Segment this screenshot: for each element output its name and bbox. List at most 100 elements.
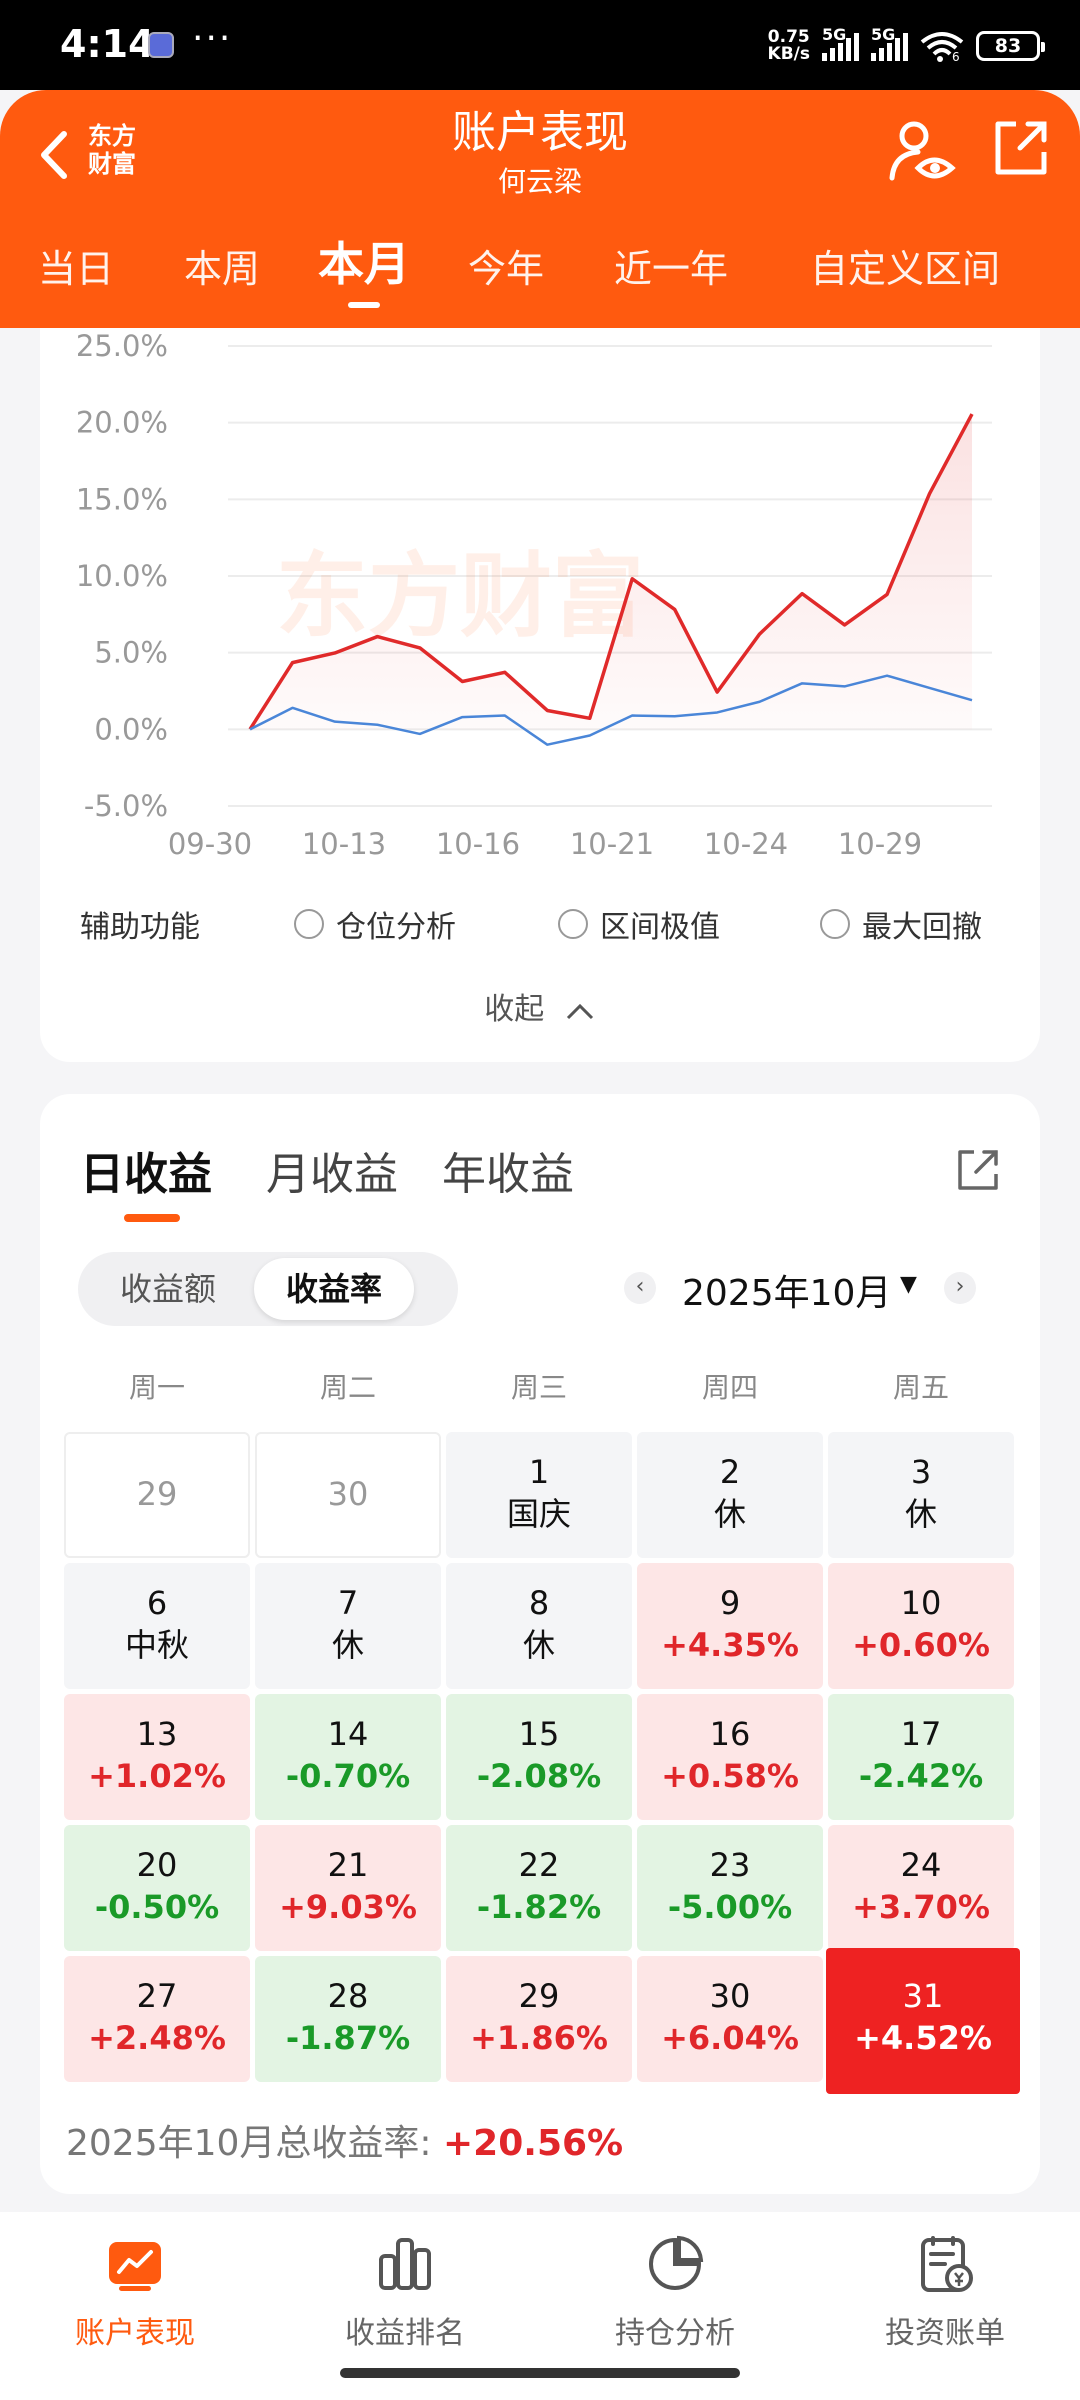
tab-year[interactable]: 今年 <box>468 247 545 291</box>
day-number: 3 <box>910 1453 932 1491</box>
day-number: 9 <box>719 1584 741 1622</box>
back-button[interactable] <box>30 120 76 190</box>
calendar-day-cell[interactable]: 17 -2.42% <box>828 1694 1014 1820</box>
month-label[interactable]: 2025年10月 <box>682 1273 892 1314</box>
user-privacy-icon[interactable] <box>888 116 958 186</box>
x-tick-label: 10-16 <box>436 827 520 861</box>
tab-today[interactable]: 当日 <box>38 247 115 291</box>
radio-icon[interactable] <box>820 909 850 939</box>
home-indicator[interactable] <box>340 2368 740 2378</box>
day-return: 国庆 <box>506 1495 571 1533</box>
calendar-day-cell[interactable]: 30 +6.04% <box>637 1956 823 2082</box>
tab-month[interactable]: 本月 <box>318 228 410 308</box>
metric-toggle: 收益额 收益率 <box>78 1252 458 1326</box>
day-number: 24 <box>900 1846 942 1884</box>
calendar-day-cell[interactable]: 14 -0.70% <box>255 1694 441 1820</box>
svg-text:6: 6 <box>952 50 960 62</box>
day-number: 14 <box>327 1715 369 1753</box>
aux-max-drawdown[interactable]: 最大回撤 <box>820 902 982 946</box>
calendar-day-cell[interactable]: 9 +4.35% <box>637 1563 823 1689</box>
day-number: 21 <box>327 1846 369 1884</box>
day-number: 17 <box>900 1715 942 1753</box>
y-tick-label: 25.0% <box>76 329 168 363</box>
calendar-day-cell[interactable]: 20 -0.50% <box>64 1825 250 1951</box>
tab-week[interactable]: 本周 <box>184 247 261 291</box>
toggle-rate[interactable]: 收益率 <box>254 1258 414 1320</box>
calendar-day-cell[interactable]: 27 +2.48% <box>64 1956 250 2082</box>
tab-last-year[interactable]: 近一年 <box>614 247 729 291</box>
tab-yearly-returns[interactable]: 年收益 <box>442 1149 574 1200</box>
status-time: 4:14 <box>60 22 155 66</box>
day-number: 2 <box>719 1453 741 1491</box>
x-tick-label: 10-13 <box>302 827 386 861</box>
day-number: 23 <box>709 1846 751 1884</box>
calendar-day-cell[interactable]: 15 -2.08% <box>446 1694 632 1820</box>
nav-account-performance[interactable]: 账户表现 <box>0 2234 270 2352</box>
calendar-day-cell[interactable]: 30 <box>255 1432 441 1558</box>
day-return: +1.86% <box>470 2019 608 2057</box>
day-number: 7 <box>337 1584 359 1622</box>
x-tick-label: 10-29 <box>838 827 922 861</box>
day-return: -1.87% <box>285 2019 411 2057</box>
share-icon[interactable] <box>954 1146 1002 1194</box>
day-return: +3.70% <box>852 1888 990 1926</box>
calendar-day-cell[interactable]: 1 国庆 <box>446 1432 632 1558</box>
tab-custom-range[interactable]: 自定义区间 <box>810 247 1001 291</box>
day-return: -2.42% <box>858 1757 984 1795</box>
return-line-chart[interactable]: 25.0% 20.0% 15.0% 10.0% 5.0% 0.0% -5.0%09-30 10… <box>40 328 1040 888</box>
aux-range-extremes[interactable]: 区间极值 <box>558 902 720 946</box>
collapse-button[interactable]: 收起 <box>40 984 1040 1028</box>
prev-month-button[interactable]: ‹ <box>624 1272 656 1304</box>
day-number: 28 <box>327 1977 369 2015</box>
benchmark-line <box>249 674 973 746</box>
calendar-day-cell[interactable]: 31 +4.52% <box>826 1948 1020 2094</box>
calendar-day-cell[interactable]: 10 +0.60% <box>828 1563 1014 1689</box>
toggle-amount[interactable]: 收益额 <box>119 1270 216 1308</box>
calendar-day-cell[interactable]: 21 +9.03% <box>255 1825 441 1951</box>
calendar-day-cell[interactable]: 6 中秋 <box>64 1563 250 1689</box>
tab-daily-returns[interactable]: 日收益 <box>80 1138 212 1222</box>
aux-label: 辅助功能 <box>80 910 200 945</box>
calendar-day-cell[interactable]: 29 +1.86% <box>446 1956 632 2082</box>
aux-functions: 辅助功能 仓位分析 区间极值 最大回撤 <box>80 898 1040 948</box>
day-number: 15 <box>518 1715 560 1753</box>
aux-position-analysis[interactable]: 仓位分析 <box>294 902 456 946</box>
share-icon[interactable] <box>990 118 1050 178</box>
calendar-day-cell[interactable]: 24 +3.70% <box>828 1825 1014 1951</box>
page-title: 账户表现 <box>452 107 628 158</box>
weekday-label: 周五 <box>892 1371 949 1404</box>
x-tick-label: 10-21 <box>570 827 654 861</box>
day-return: +1.02% <box>88 1757 226 1795</box>
weekday-label: 周一 <box>128 1371 185 1404</box>
y-tick-label: 5.0% <box>94 636 168 670</box>
net-speed: 0.75 KB/s <box>767 27 810 64</box>
y-tick-label: 20.0% <box>76 406 168 440</box>
radio-icon[interactable] <box>558 909 588 939</box>
calendar-day-cell[interactable]: 28 -1.87% <box>255 1956 441 2082</box>
day-number: 16 <box>709 1715 751 1753</box>
radio-icon[interactable] <box>294 909 324 939</box>
period-tabs: 当日 本周 本月 今年 近一年 自定义区间 <box>0 220 1080 320</box>
calendar-day-cell[interactable]: 23 -5.00% <box>637 1825 823 1951</box>
calendar-day-cell[interactable]: 22 -1.82% <box>446 1825 632 1951</box>
calendar-day-cell[interactable]: 16 +0.58% <box>637 1694 823 1820</box>
calendar-day-cell[interactable]: 29 <box>64 1432 250 1558</box>
nav-holdings-analysis[interactable]: 持仓分析 <box>540 2234 810 2352</box>
caret-down-icon[interactable]: ▼ <box>900 1272 917 1297</box>
wifi-icon: 6 <box>920 32 964 62</box>
calendar-day-cell[interactable]: 13 +1.02% <box>64 1694 250 1820</box>
nav-investment-bill[interactable]: 投资账单 <box>810 2234 1080 2352</box>
bill-icon <box>921 2236 973 2292</box>
tab-monthly-returns[interactable]: 月收益 <box>266 1149 398 1200</box>
nav-return-ranking[interactable]: 收益排名 <box>270 2234 540 2352</box>
next-month-button[interactable]: › <box>944 1272 976 1304</box>
more-notifications-icon: ··· <box>192 18 233 59</box>
y-tick-label: 0.0% <box>94 712 168 746</box>
day-return: 休 <box>331 1626 364 1664</box>
earnings-card: 日收益 月收益 年收益 收益额 收益率 ‹ 2025年10月 ▼ › 周一 周二… <box>40 1094 1040 2194</box>
month-total-return: 2025年10月总收益率: +20.56% <box>66 2123 624 2164</box>
